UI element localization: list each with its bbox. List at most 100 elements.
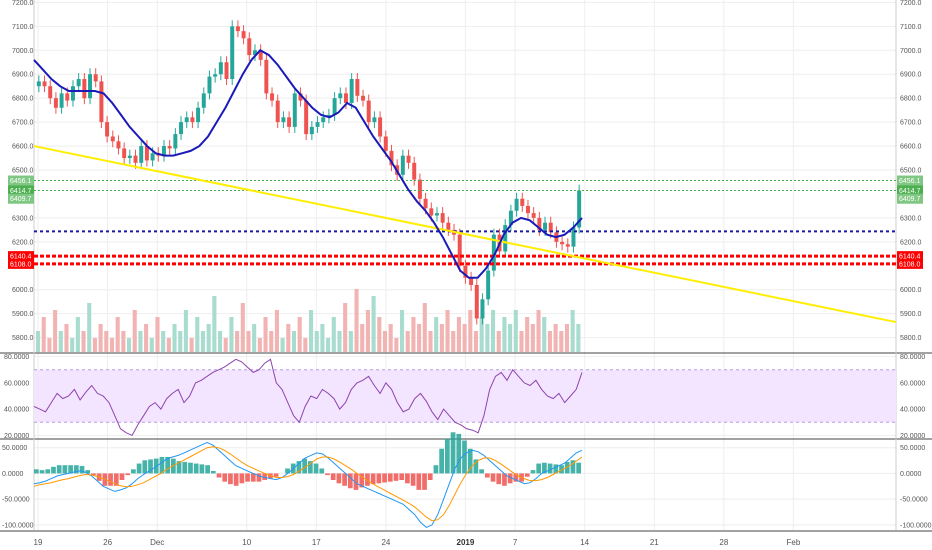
volume-bar	[172, 324, 177, 352]
candle-body	[565, 244, 570, 247]
macd-hist-bar	[193, 463, 199, 474]
candle-body	[65, 93, 70, 101]
volume-bar	[70, 338, 75, 352]
candle-body	[105, 122, 110, 137]
candle-body	[235, 26, 240, 32]
candle-body	[93, 74, 98, 82]
volume-bar	[434, 317, 439, 352]
price-tag-right-bg	[897, 175, 923, 186]
volume-bar	[53, 310, 58, 352]
time-axis[interactable]: 19 26 Dec 10 17 24 2019 7 14 21 28 Feb	[34, 538, 801, 547]
candle-body	[560, 241, 565, 245]
macd-hist-bar	[308, 461, 313, 474]
candle-body	[167, 146, 172, 149]
macd-hist-bar	[433, 465, 439, 474]
volume-bar	[92, 338, 97, 352]
macd-hist-bar	[387, 473, 393, 482]
rsi-polyline	[33, 358, 583, 437]
macd-hist-bar	[330, 473, 336, 481]
volume-bar	[121, 331, 126, 352]
candle-body	[423, 198, 428, 209]
macd-hist-bar	[347, 473, 353, 489]
candle-body	[338, 93, 343, 99]
volume-bar	[382, 331, 388, 352]
volume-bar	[496, 331, 501, 352]
macd-tick-left: -100.0000	[2, 522, 34, 529]
volume-bar	[195, 317, 200, 352]
candle-body	[531, 213, 536, 218]
time-tick: 28	[719, 538, 728, 547]
macd-hist-bar	[559, 465, 564, 474]
volume-bar	[536, 310, 541, 352]
price-tick-left: 6700.0	[12, 120, 34, 127]
volume-bar	[223, 338, 228, 352]
time-tick: 19	[34, 538, 43, 547]
candle-body	[213, 74, 218, 77]
price-tag-right: 6456.1	[899, 178, 921, 185]
candle-body	[355, 79, 360, 96]
trendline[interactable]	[33, 145, 897, 324]
rsi-band-fill	[34, 369, 896, 423]
candle-body	[70, 86, 75, 101]
macd-hist-bar	[136, 463, 142, 474]
time-tick: 21	[650, 538, 659, 547]
volume-bar	[508, 324, 513, 352]
macd-hist-bar	[159, 456, 165, 474]
macd-hist-bar	[382, 473, 387, 483]
candle-body	[332, 98, 337, 115]
volume-bar	[559, 331, 564, 352]
macd-hist-bar	[542, 462, 547, 474]
volume-bars	[36, 289, 581, 352]
candle-body	[161, 146, 166, 156]
macd-hist-bar	[205, 465, 210, 474]
candlesticks[interactable]	[36, 20, 582, 325]
macd-hist-bar	[188, 462, 193, 474]
volume-bar	[178, 331, 183, 352]
volume-bar	[240, 303, 245, 352]
candle-body	[275, 100, 280, 123]
volume-bar	[428, 331, 433, 352]
volume-bar	[337, 331, 342, 352]
volume-bar	[542, 317, 547, 352]
candle-body	[543, 222, 548, 230]
macd-hist-bar	[233, 473, 239, 486]
volume-bar	[422, 303, 427, 352]
macd-hist-bar	[91, 473, 96, 476]
candle-body	[270, 93, 275, 101]
volume-bar	[229, 317, 234, 352]
volume-bar	[98, 324, 103, 352]
macd-tick-left: 0.0000	[2, 471, 24, 478]
candle-body	[230, 26, 235, 80]
volume-bar	[235, 331, 240, 352]
time-tick: 24	[381, 538, 390, 547]
volume-bar	[439, 324, 444, 352]
price-axis-right[interactable]: 7200.0 7100.0 7000.0 6900.0 6800.0 6700.0 6600…	[900, 0, 922, 342]
candle-body	[343, 93, 348, 103]
candle-body	[48, 86, 53, 99]
candle-body	[144, 146, 149, 161]
candle-body	[127, 155, 132, 159]
macd-hist-bar	[245, 473, 250, 482]
macd-hist-bar	[570, 460, 576, 474]
time-tick: 7	[513, 538, 518, 547]
volume-bar	[286, 324, 291, 352]
candle-body	[491, 234, 496, 271]
volume-bar	[462, 324, 467, 352]
macd-hist-bar	[319, 468, 325, 474]
price-tick-left: 6500.0	[12, 168, 34, 175]
signal-line	[33, 446, 583, 522]
candle-body	[383, 136, 388, 151]
candle-body	[525, 205, 530, 214]
macd-hist-bar	[176, 461, 182, 474]
macd-hist-bar	[250, 473, 256, 482]
macd-hist-bar	[456, 433, 462, 474]
volume-bar	[371, 296, 376, 352]
macd-hist-bar	[73, 465, 79, 474]
macd-hist-bar	[228, 473, 233, 485]
price-tag-left-bg	[8, 193, 34, 204]
price-tick-right: 7200.0	[900, 0, 922, 7]
candle-body	[434, 213, 439, 216]
